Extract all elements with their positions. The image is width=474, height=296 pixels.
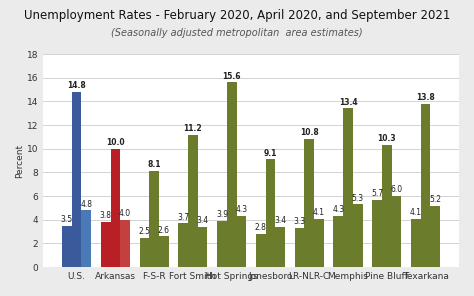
Bar xyxy=(237,216,246,267)
Bar xyxy=(159,236,169,267)
Bar xyxy=(372,200,382,267)
Text: 10.8: 10.8 xyxy=(300,128,319,137)
Text: 5.2: 5.2 xyxy=(429,195,441,204)
Text: 6.0: 6.0 xyxy=(391,185,402,194)
Text: 2.5: 2.5 xyxy=(138,227,150,236)
Text: 3.4: 3.4 xyxy=(197,216,209,225)
Bar xyxy=(430,205,440,267)
Bar xyxy=(275,227,285,267)
Bar xyxy=(120,220,130,267)
Bar xyxy=(256,234,265,267)
Text: 10.3: 10.3 xyxy=(377,134,396,143)
Text: 4.1: 4.1 xyxy=(313,208,325,217)
Bar xyxy=(295,228,304,267)
Bar xyxy=(82,210,91,267)
Bar xyxy=(314,218,324,267)
Bar xyxy=(411,218,421,267)
Text: 5.3: 5.3 xyxy=(352,194,364,202)
Text: 10.0: 10.0 xyxy=(106,138,125,147)
Text: 11.2: 11.2 xyxy=(183,124,202,133)
Text: 4.1: 4.1 xyxy=(410,208,422,217)
Bar xyxy=(343,108,353,267)
Bar xyxy=(198,227,208,267)
Bar xyxy=(188,134,198,267)
Text: 8.1: 8.1 xyxy=(147,160,161,169)
Text: 13.8: 13.8 xyxy=(416,93,435,102)
Text: Unemployment Rates - February 2020, April 2020, and September 2021: Unemployment Rates - February 2020, Apri… xyxy=(24,9,450,22)
Bar xyxy=(101,222,110,267)
Bar xyxy=(227,82,237,267)
Text: 3.9: 3.9 xyxy=(216,210,228,219)
Text: 5.7: 5.7 xyxy=(371,189,383,198)
Bar xyxy=(62,226,72,267)
Text: (Seasonally adjusted metropolitan  area estimates): (Seasonally adjusted metropolitan area e… xyxy=(111,28,363,38)
Bar xyxy=(149,171,159,267)
Bar xyxy=(382,145,392,267)
Text: 3.5: 3.5 xyxy=(61,215,73,224)
Text: 14.8: 14.8 xyxy=(67,81,86,90)
Bar xyxy=(421,104,430,267)
Text: 3.3: 3.3 xyxy=(293,217,306,226)
Text: 4.3: 4.3 xyxy=(235,205,247,214)
Bar xyxy=(353,204,363,267)
Y-axis label: Percent: Percent xyxy=(15,144,24,178)
Text: 3.8: 3.8 xyxy=(100,211,112,220)
Bar xyxy=(392,196,401,267)
Text: 9.1: 9.1 xyxy=(264,149,277,157)
Text: 4.3: 4.3 xyxy=(332,205,345,214)
Text: 3.4: 3.4 xyxy=(274,216,286,225)
Text: 15.6: 15.6 xyxy=(222,72,241,81)
Text: 13.4: 13.4 xyxy=(339,98,357,107)
Bar xyxy=(217,221,227,267)
Bar xyxy=(110,149,120,267)
Text: 3.7: 3.7 xyxy=(177,213,189,221)
Bar xyxy=(72,92,82,267)
Bar xyxy=(304,139,314,267)
Bar xyxy=(178,223,188,267)
Text: 2.6: 2.6 xyxy=(158,226,170,234)
Text: 2.8: 2.8 xyxy=(255,223,267,232)
Text: 4.0: 4.0 xyxy=(119,209,131,218)
Bar xyxy=(139,237,149,267)
Bar xyxy=(334,216,343,267)
Bar xyxy=(265,159,275,267)
Text: 4.8: 4.8 xyxy=(80,200,92,208)
